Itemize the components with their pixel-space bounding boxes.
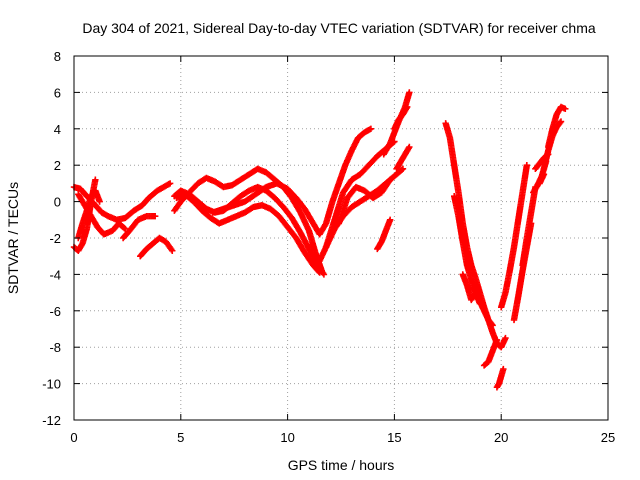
data-point — [92, 176, 99, 183]
chart-title: Day 304 of 2021, Sidereal Day-to-day VTE… — [82, 20, 595, 36]
series-track-v — [493, 365, 507, 391]
series-track-u — [480, 336, 501, 369]
data-point — [166, 180, 174, 187]
x-tick-label: 20 — [494, 430, 508, 445]
series-track-w — [498, 162, 531, 311]
y-tick-label: 6 — [54, 85, 61, 100]
y-tick-label: -2 — [49, 231, 61, 246]
data-point — [404, 103, 411, 111]
data-point — [398, 166, 406, 173]
data-point — [406, 89, 413, 96]
y-tick-label: -8 — [49, 340, 61, 355]
series-track-g — [171, 165, 325, 274]
y-tick-label: -4 — [49, 267, 61, 282]
y-tick-label: -6 — [49, 304, 61, 319]
series-track-a — [70, 180, 174, 223]
x-axis-label: GPS time / hours — [288, 457, 395, 473]
data-point — [315, 268, 322, 275]
series-track-n — [374, 216, 394, 253]
data-point — [120, 224, 128, 232]
x-tick-label: 5 — [177, 430, 184, 445]
series-track-t — [459, 271, 484, 307]
data-point — [493, 336, 501, 344]
series-track-p — [391, 103, 411, 132]
data-point — [320, 271, 328, 278]
y-axis-label: SDTVAR / TECUs — [5, 182, 21, 294]
data-point — [399, 165, 407, 173]
data-point — [316, 269, 323, 276]
data-point — [151, 212, 159, 220]
data-point — [168, 246, 175, 253]
x-tick-labels: 0 5 10 15 20 25 — [70, 430, 615, 445]
x-tick-label: 0 — [70, 430, 77, 445]
series-track-f — [137, 234, 176, 260]
data-marks — [70, 89, 569, 391]
y-tick-label: 4 — [54, 122, 61, 137]
x-tick-label: 25 — [601, 430, 615, 445]
data-point — [406, 143, 413, 151]
x-tick-label: 15 — [387, 430, 401, 445]
data-point — [367, 125, 375, 132]
data-point — [488, 321, 496, 328]
series-track-q — [393, 143, 413, 173]
data-point — [169, 247, 176, 254]
data-point — [502, 334, 509, 342]
series-track-ac — [544, 103, 569, 151]
data-point — [557, 118, 565, 125]
series-track-y — [519, 183, 539, 269]
series-track-e — [119, 212, 159, 242]
data-point — [562, 105, 569, 112]
data-point — [489, 322, 496, 329]
data-point — [96, 198, 103, 205]
axis-ticks — [73, 55, 609, 421]
series-track-m — [335, 176, 394, 227]
data-point — [476, 300, 484, 307]
data-point — [386, 216, 394, 223]
y-tick-labels: -12 -10 -8 -6 -4 -2 0 2 4 6 8 — [42, 49, 61, 428]
data-point — [500, 365, 507, 373]
x-tick-label: 10 — [280, 430, 294, 445]
y-tick-label: 2 — [54, 158, 61, 173]
y-tick-label: -12 — [42, 413, 61, 428]
data-point — [386, 177, 393, 185]
series-track-j — [209, 125, 375, 238]
series-track-s — [451, 192, 496, 329]
y-tick-label: -10 — [42, 377, 61, 392]
data-point — [540, 171, 548, 178]
y-tick-label: 0 — [54, 195, 61, 210]
data-point — [386, 176, 394, 183]
y-tick-label: 8 — [54, 49, 61, 64]
data-point — [556, 119, 564, 126]
series-track-ad — [536, 171, 548, 187]
data-point — [523, 162, 531, 169]
series-track-r — [442, 120, 509, 351]
